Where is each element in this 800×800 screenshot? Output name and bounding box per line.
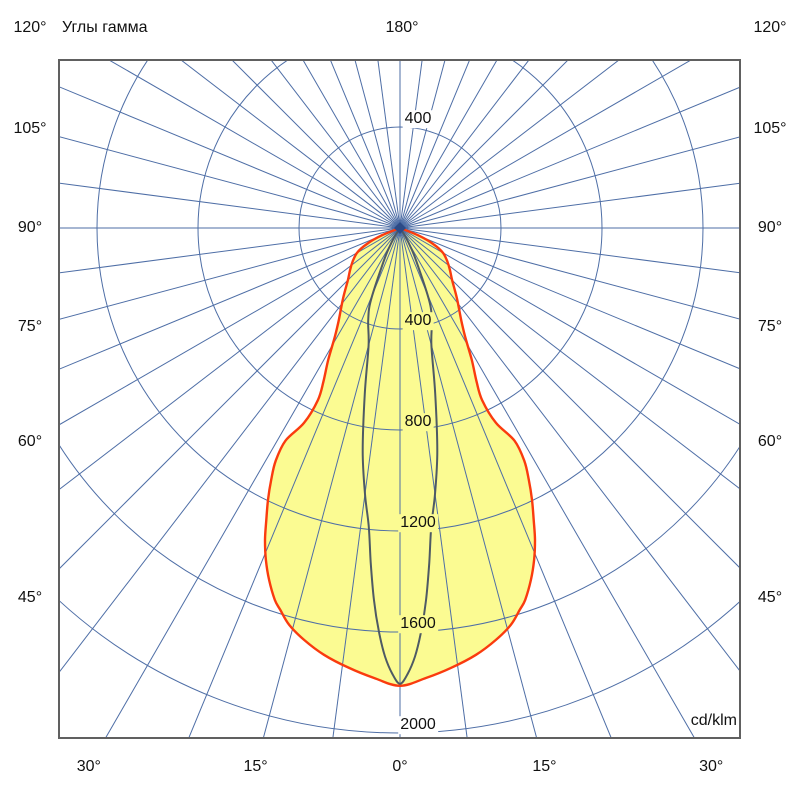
wide-beam-curve: [263, 226, 537, 687]
gamma-label-top-180: 180°: [385, 19, 419, 37]
chart-title: Углы гамма: [62, 19, 148, 37]
ring-800: [197, 60, 603, 431]
gamma-label-left-60: 60°: [17, 432, 43, 450]
gamma-label-right-105: 105°: [753, 120, 787, 138]
ring-label-2000-down: 2000: [398, 716, 438, 734]
gamma-label-left-75: 75°: [17, 318, 43, 336]
ring-label-800-down: 800: [402, 413, 434, 431]
ring-400: [298, 126, 502, 330]
gamma-label-left-45: 45°: [17, 589, 43, 607]
ring-label-1600-down: 1600: [398, 615, 438, 633]
gamma-label-corner-left: 120°: [13, 19, 47, 37]
plot-frame: [58, 59, 741, 739]
gamma-label-right-60: 60°: [757, 432, 783, 450]
gamma-label-left-90: 90°: [17, 219, 43, 237]
gamma-label-bottom-0: 30°: [76, 758, 101, 776]
gamma-label-right-75: 75°: [757, 318, 783, 336]
gamma-label-right-45: 45°: [757, 589, 783, 607]
ring-label-400-down: 400: [402, 312, 434, 330]
gamma-label-bottom-2: 0°: [392, 758, 408, 776]
gamma-label-bottom-4: 30°: [699, 758, 724, 776]
gamma-label-bottom-1: 15°: [243, 758, 268, 776]
center-marker: [394, 222, 406, 234]
gamma-label-left-105: 105°: [13, 120, 47, 138]
unit-label: cd/klm: [690, 712, 737, 730]
ring-label-1200-down: 1200: [398, 514, 438, 532]
ring-label-400-up: 400: [402, 110, 434, 128]
gamma-label-corner-right: 120°: [753, 19, 787, 37]
gamma-label-bottom-3: 15°: [532, 758, 557, 776]
gamma-label-right-90: 90°: [757, 219, 783, 237]
